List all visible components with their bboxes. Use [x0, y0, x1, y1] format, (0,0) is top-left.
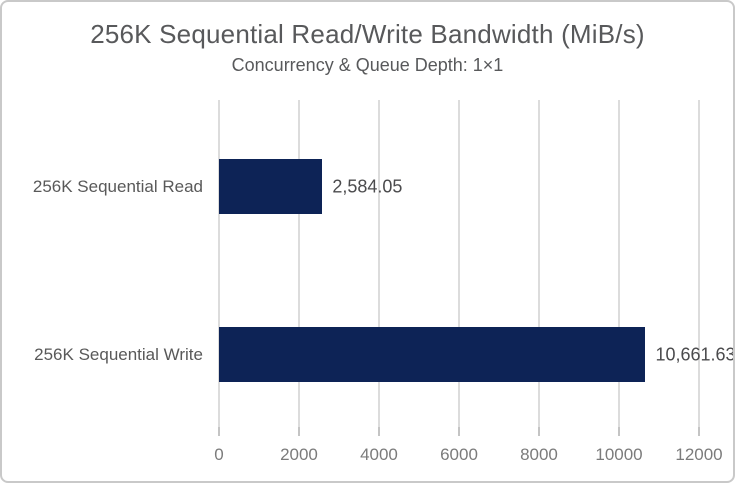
chart-title: 256K Sequential Read/Write Bandwidth (Mi… — [90, 19, 645, 49]
bar-write — [219, 327, 646, 382]
x-axis-tick-label: 12000 — [675, 445, 723, 464]
gridline — [297, 100, 300, 427]
x-axis-tick-label: 6000 — [440, 445, 478, 464]
x-axis-tick — [537, 427, 540, 436]
x-axis-tick — [458, 427, 460, 436]
value-label: 10,661.63 — [655, 344, 735, 364]
x-axis-tick-label: 2000 — [280, 445, 318, 464]
chart-subtitle: Concurrency & Queue Depth: 1×1 — [231, 55, 504, 75]
gridline — [377, 100, 380, 427]
plot-area: 0 2000 4000 6000 8000 10000 12000 2,584.05 10,66… — [214, 100, 733, 464]
value-label: 2,584.05 — [332, 176, 403, 196]
x-axis-tick — [297, 427, 300, 436]
category-label: 256K Sequential Read — [32, 176, 203, 196]
gridline — [618, 100, 620, 427]
gridline — [458, 100, 460, 427]
x-axis-tick-label: 10000 — [595, 445, 643, 464]
gridline — [218, 100, 220, 427]
x-axis-tick — [218, 427, 220, 436]
gridline — [698, 100, 700, 427]
x-axis-tick-label: 8000 — [520, 445, 558, 464]
bar-read — [219, 159, 323, 214]
x-axis-tick — [377, 427, 380, 436]
x-axis-tick-label: 0 — [214, 445, 224, 464]
x-axis-tick-label: 4000 — [360, 445, 398, 464]
gridline — [537, 100, 540, 427]
x-axis-tick — [618, 427, 620, 436]
x-axis-tick — [698, 427, 700, 436]
category-label: 256K Sequential Write — [34, 344, 203, 364]
